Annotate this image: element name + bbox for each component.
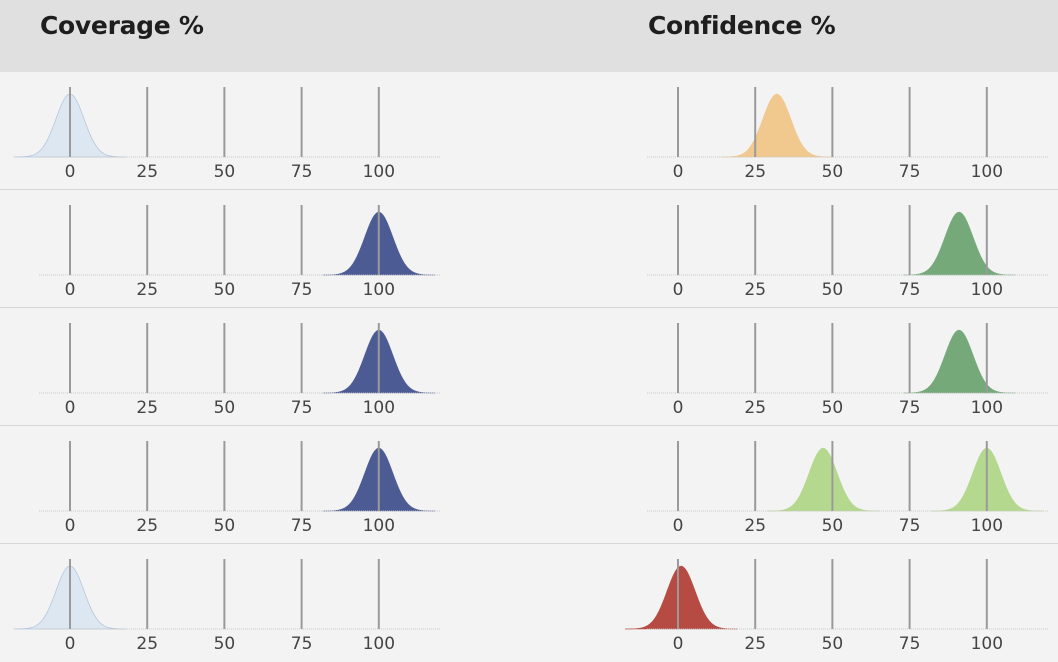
tick-label: 0 [65, 516, 76, 536]
tick-label: 75 [291, 398, 313, 418]
density-peak [766, 447, 880, 512]
tick-label: 100 [363, 280, 395, 300]
distribution-row: 0 25 50 75 100 0 25 50 75 100 [39, 205, 1049, 300]
tick-label: 25 [744, 162, 766, 182]
density-peak [902, 211, 1016, 276]
tick-label: 0 [673, 634, 684, 654]
distribution-row: 0 25 50 75 100 0 25 50 75 100 [39, 441, 1049, 536]
tick-label: 75 [899, 634, 921, 654]
confidence-column-title: Confidence % [648, 11, 836, 40]
tick-label: 0 [65, 280, 76, 300]
tick-label: 100 [971, 516, 1003, 536]
tick-label: 50 [822, 634, 844, 654]
tick-label: 50 [822, 162, 844, 182]
tick-label: 75 [291, 634, 313, 654]
tick-label: 75 [899, 280, 921, 300]
tick-label: 25 [136, 516, 158, 536]
tick-label: 50 [822, 398, 844, 418]
density-peak [902, 329, 1016, 394]
density-peak [624, 565, 738, 630]
tick-label: 50 [822, 280, 844, 300]
tick-label: 100 [363, 398, 395, 418]
row-separator [0, 543, 1058, 544]
tick-label: 50 [822, 516, 844, 536]
table-header: Coverage % Confidence % [0, 0, 1058, 72]
density-peak [720, 93, 834, 158]
distribution-row: 0 25 50 75 100 0 25 50 75 100 [13, 559, 1049, 654]
tick-label: 75 [899, 162, 921, 182]
distribution-row: 0 25 50 75 100 0 25 50 75 100 [39, 323, 1049, 418]
tick-label: 50 [214, 634, 236, 654]
tick-label: 0 [65, 634, 76, 654]
tick-label: 100 [971, 162, 1003, 182]
tick-label: 100 [363, 516, 395, 536]
tick-label: 0 [673, 398, 684, 418]
row-separator [0, 425, 1058, 426]
tick-label: 75 [291, 516, 313, 536]
tick-label: 100 [971, 398, 1003, 418]
tick-label: 25 [136, 634, 158, 654]
tick-label: 25 [744, 634, 766, 654]
tick-label: 25 [744, 280, 766, 300]
tick-label: 0 [673, 280, 684, 300]
tick-label: 25 [744, 398, 766, 418]
tick-label: 75 [291, 280, 313, 300]
tick-label: 0 [65, 162, 76, 182]
tick-label: 75 [291, 162, 313, 182]
tick-label: 75 [899, 516, 921, 536]
tick-label: 75 [899, 398, 921, 418]
tick-label: 0 [673, 516, 684, 536]
distribution-row: 0 25 50 75 100 0 25 50 75 100 [13, 87, 1049, 182]
tick-label: 100 [971, 634, 1003, 654]
tick-label: 0 [65, 398, 76, 418]
tick-label: 25 [744, 516, 766, 536]
tick-label: 100 [971, 280, 1003, 300]
tick-label: 50 [214, 280, 236, 300]
tick-label: 50 [214, 162, 236, 182]
row-separator [0, 189, 1058, 190]
tick-label: 50 [214, 516, 236, 536]
tick-label: 0 [673, 162, 684, 182]
tick-label: 25 [136, 398, 158, 418]
tick-label: 50 [214, 398, 236, 418]
coverage-column-title: Coverage % [40, 11, 204, 40]
tick-label: 100 [363, 634, 395, 654]
tick-label: 25 [136, 162, 158, 182]
row-separator [0, 307, 1058, 308]
tick-label: 100 [363, 162, 395, 182]
tick-label: 25 [136, 280, 158, 300]
